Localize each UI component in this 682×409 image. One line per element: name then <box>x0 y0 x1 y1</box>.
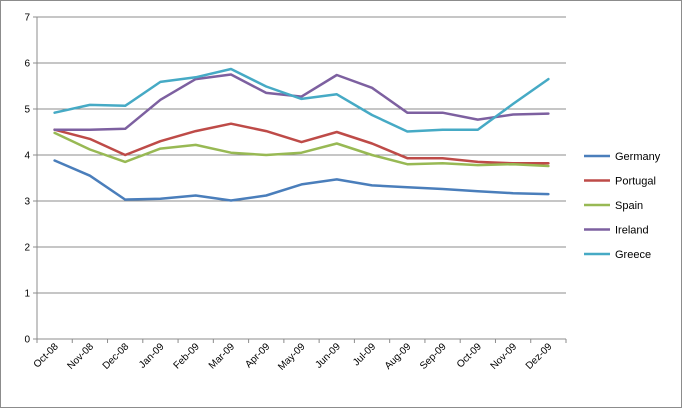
x-tick-label: Feb-09 <box>172 341 202 371</box>
legend-label-greece: Greece <box>615 249 651 261</box>
x-tick-label: Mar-09 <box>207 341 237 371</box>
axes <box>36 17 566 340</box>
legend-label-portugal: Portugal <box>615 176 656 188</box>
y-tick-label: 7 <box>24 13 30 24</box>
series-line-greece <box>53 67 550 133</box>
series-lines <box>53 67 550 202</box>
series-line-portugal <box>53 122 550 165</box>
legend-label-germany: Germany <box>615 151 661 163</box>
x-tick-label: Apr-09 <box>243 341 272 370</box>
y-tick-label: 3 <box>24 197 30 208</box>
legend-label-ireland: Ireland <box>615 225 649 237</box>
y-tick-label: 4 <box>24 151 30 162</box>
x-axis-ticks: Oct-08 Nov-08 Dec-08 Jan-09 Feb-09 Mar-09 Apr-… <box>32 339 567 373</box>
x-tick-label: Oct-08 <box>32 341 61 370</box>
x-tick-label: Aug-09 <box>383 341 414 372</box>
x-tick-label: Nov-08 <box>65 341 96 372</box>
series-line-germany <box>53 159 550 202</box>
x-tick-label: Dez-09 <box>524 341 555 372</box>
legend-label-spain: Spain <box>615 200 643 212</box>
x-tick-label: Jun-09 <box>313 341 343 371</box>
legend: Germany Portugal Spain Ireland Greece <box>584 151 661 261</box>
y-tick-label: 1 <box>24 289 30 300</box>
x-tick-label: May-09 <box>276 341 308 373</box>
x-tick-label: Jan-09 <box>137 341 167 371</box>
gridlines <box>37 16 566 294</box>
series-line-spain <box>53 131 550 168</box>
x-tick-label: Oct-09 <box>455 341 484 370</box>
y-tick-label: 2 <box>24 243 30 254</box>
y-axis-ticks: 0 1 2 3 4 5 6 7 <box>24 13 37 346</box>
x-tick-label: Nov-09 <box>489 341 520 372</box>
y-tick-label: 5 <box>24 105 30 116</box>
series-line-ireland <box>53 73 550 131</box>
x-tick-label: Jul-09 <box>351 341 378 368</box>
y-tick-label: 6 <box>24 59 30 70</box>
x-tick-label: Sep-09 <box>418 341 449 372</box>
x-tick-label: Dec-08 <box>101 341 132 372</box>
y-tick-label: 0 <box>24 335 30 346</box>
